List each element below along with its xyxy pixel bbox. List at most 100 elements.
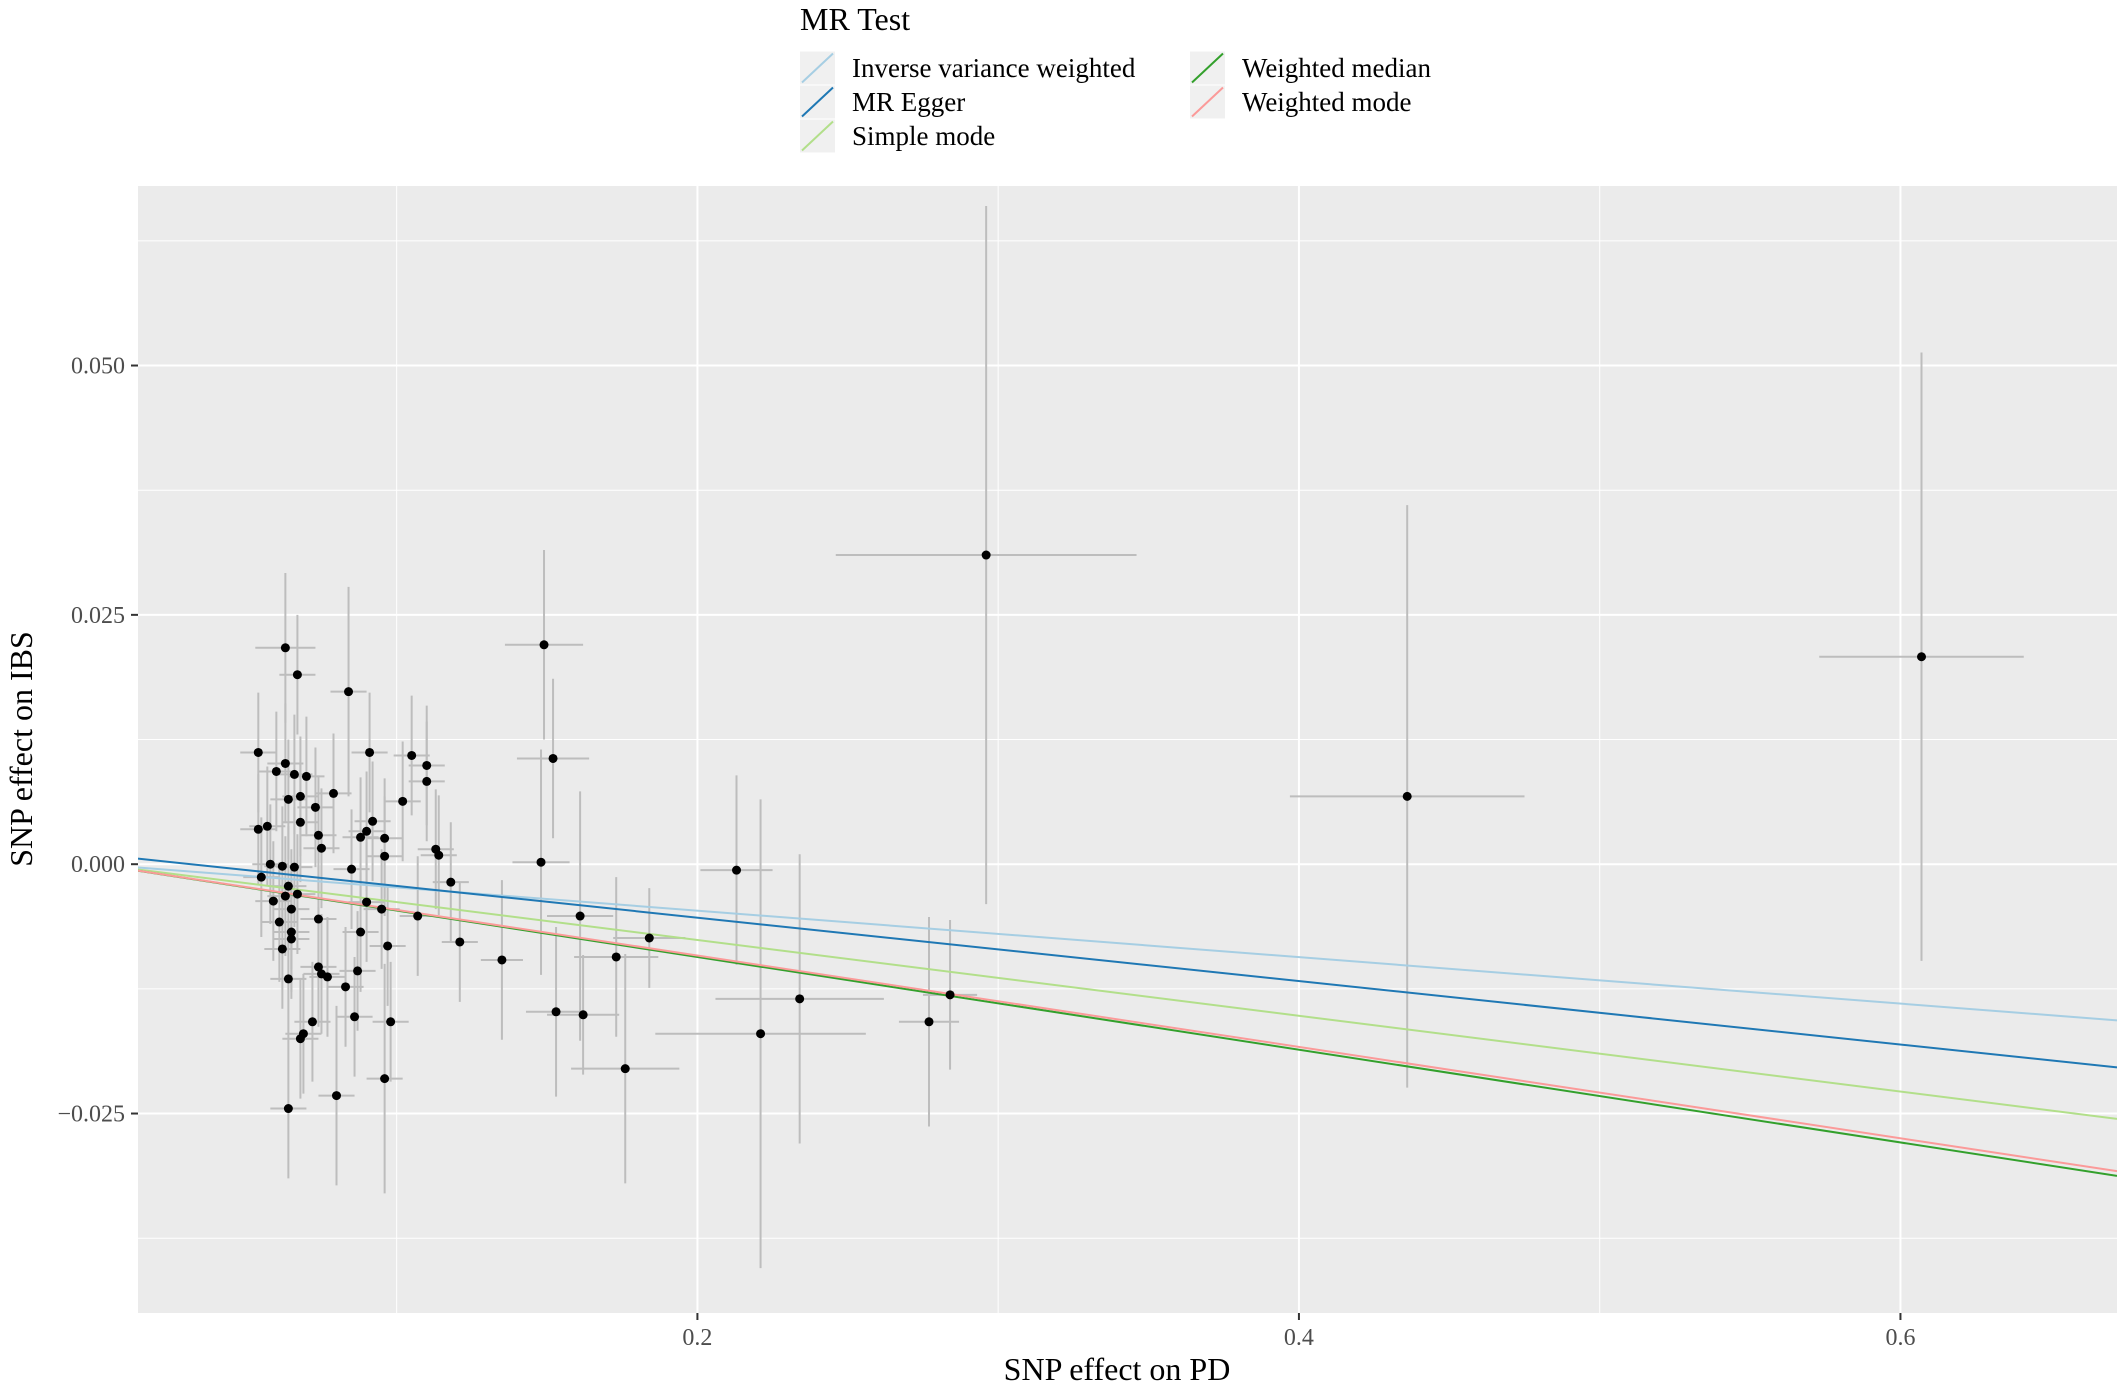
data-point [434,850,444,860]
data-point [286,904,296,914]
data-point [301,771,311,781]
data-point [347,864,357,874]
legend: MR Test Inverse variance weighted MR Egge… [800,1,1432,153]
data-point [539,640,549,650]
data-point [298,1029,308,1039]
data-point [274,917,284,927]
data-point [344,687,354,697]
data-point [265,859,275,869]
data-point [289,769,299,779]
data-point [380,1074,390,1084]
data-point [313,830,323,840]
data-point [295,791,305,801]
x-tick-label: 0.2 [682,1325,712,1351]
legend-swatch-simple-mode [801,120,834,152]
data-point [277,861,287,871]
data-point [380,833,390,843]
data-point [313,962,323,972]
data-point [341,982,351,992]
data-point [316,843,326,853]
legend-label-weighted-median: Weighted median [1242,53,1432,83]
legend-label-inverse-variance-weighted: Inverse variance weighted [852,53,1136,83]
data-point [536,857,546,867]
legend-items: Inverse variance weighted MR Egger Simple … [800,51,1432,153]
data-point [307,1017,317,1027]
fit-line-mr-egger [138,857,2117,1069]
data-point [268,896,278,906]
y-tick-label: −0.025 [57,1102,125,1128]
data-point [328,788,338,798]
grid-minor [138,186,2117,1313]
data-point [280,891,290,901]
data-point [1402,791,1412,801]
data-point [446,877,456,887]
data-point [383,941,393,951]
data-point [286,934,296,944]
data-point [289,862,299,872]
data-points [253,550,1927,1114]
x-axis-title: SNP effect on PD [1004,1351,1231,1385]
data-point [1917,652,1927,662]
legend-swatch-weighted-median [1191,52,1224,84]
data-point [551,1007,561,1017]
y-tick-label: 0.025 [71,603,125,629]
data-point [280,758,290,768]
plot-panel [138,186,2117,1313]
data-point [644,933,654,943]
data-point [353,966,363,976]
data-point [377,904,387,914]
legend-title: MR Test [800,1,910,37]
data-point [295,817,305,827]
fit-line-weighted-mode [138,869,2117,1173]
data-point [322,972,332,982]
data-point [924,1017,934,1027]
y-tick-label: 0.000 [71,852,125,878]
data-point [292,670,302,680]
data-point [286,927,296,937]
data-point [313,914,323,924]
legend-label-simple-mode: Simple mode [852,121,995,151]
data-point [756,1029,766,1039]
data-point [332,1091,342,1101]
data-point [277,944,287,954]
data-point [253,824,263,834]
data-point [368,816,378,826]
data-point [310,802,320,812]
data-point [271,766,281,776]
y-tick-label: 0.050 [71,354,125,380]
data-point [283,881,293,891]
data-point [386,1017,396,1027]
data-point [256,872,266,882]
fit-lines [138,857,2117,1177]
data-point [611,952,621,962]
data-point [253,747,263,757]
data-point [362,897,372,907]
data-point [283,794,293,804]
data-point [283,1104,293,1114]
data-point [407,750,417,760]
data-point [497,955,507,965]
data-point [365,747,375,757]
data-point [575,911,585,921]
data-point [356,832,366,842]
data-point [280,643,290,653]
y-axis: −0.025 0.000 0.025 0.050 [57,354,138,1128]
data-point [413,911,423,921]
legend-swatch-inverse-variance-weighted [801,52,834,84]
data-point [548,753,558,763]
data-point [283,974,293,984]
data-point [578,1010,588,1020]
x-tick-label: 0.6 [1885,1325,1915,1351]
fit-line-simple-mode [138,868,2117,1120]
data-point [362,826,372,836]
data-point [292,889,302,899]
data-point [262,821,272,831]
data-point [945,990,955,1000]
legend-swatch-weighted-mode [1191,86,1224,118]
data-point [398,796,408,806]
data-point [350,1012,360,1022]
grid-major [138,186,2117,1313]
data-point [422,760,432,770]
